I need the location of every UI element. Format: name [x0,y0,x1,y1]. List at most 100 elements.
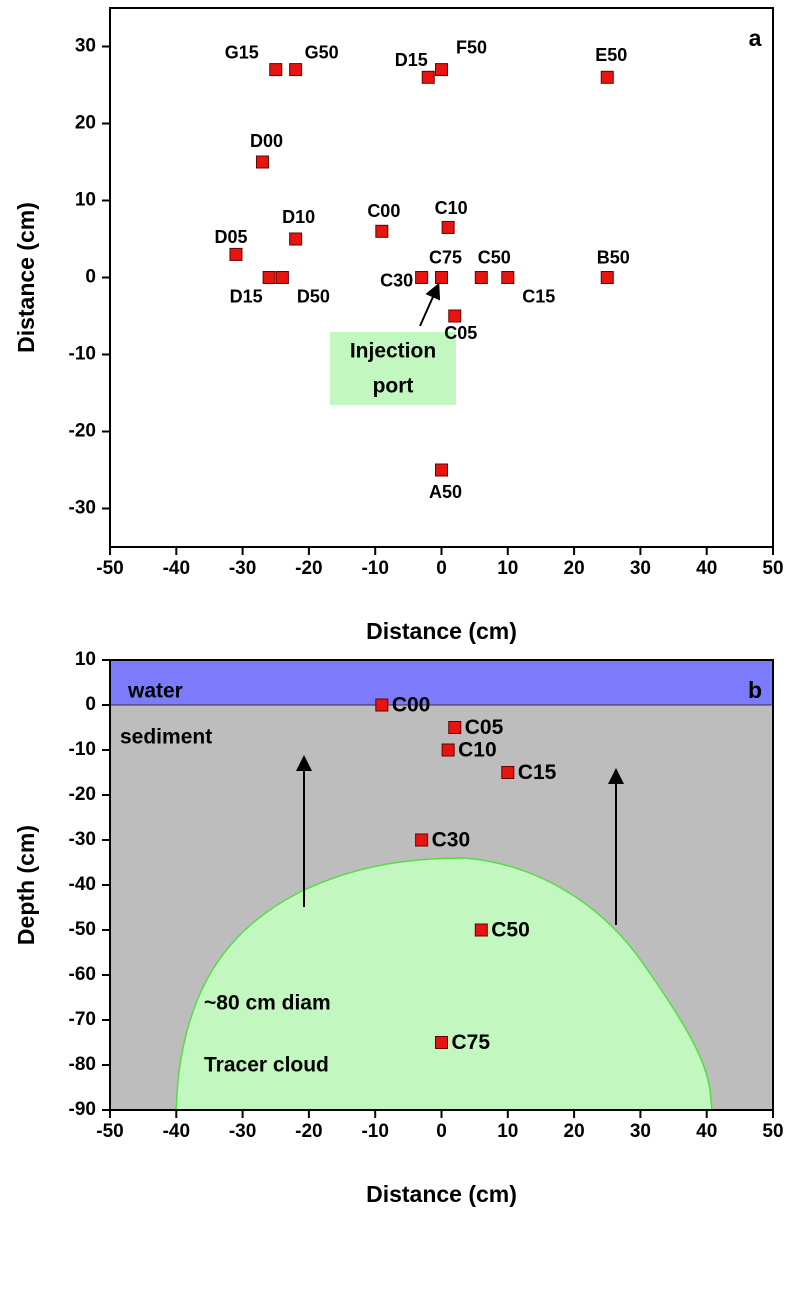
y-axis-title: Depth (cm) [13,825,39,945]
point [449,722,461,734]
x-tick-label: 20 [564,558,585,579]
x-tick-label: 10 [497,1121,518,1142]
x-tick-label: 10 [497,558,518,579]
water-region [110,660,773,705]
x-tick-label: -40 [163,1121,190,1142]
annotation: Injection [350,340,436,363]
x-tick-label: -20 [295,558,322,579]
point-label: F50 [456,37,487,57]
point-label: C05 [465,716,504,739]
point [475,924,487,936]
point [502,272,514,284]
y-axis-title: Distance (cm) [13,202,39,353]
point-label: C15 [522,286,555,306]
point-label: C30 [432,829,471,852]
point [442,744,454,756]
point-label: D15 [230,286,263,306]
y-tick-label: 20 [75,113,96,134]
point [436,1037,448,1049]
point-label: A50 [429,482,462,502]
y-tick-label: -20 [69,421,96,442]
y-tick-label: -60 [69,964,96,985]
point-label: C30 [380,270,413,290]
annotation: ~80 cm diam [204,992,331,1015]
point-label: E50 [595,45,627,65]
point [290,64,302,76]
panel-label: b [748,677,762,703]
point [449,310,461,322]
annotation: port [373,375,414,398]
point [256,156,268,168]
x-tick-label: 0 [436,1121,447,1142]
x-tick-label: 30 [630,558,651,579]
point [502,767,514,779]
point-label: C75 [452,1031,491,1054]
x-tick-label: 50 [762,1121,783,1142]
y-tick-label: -10 [69,739,96,760]
y-tick-label: -50 [69,919,96,940]
x-tick-label: -30 [229,558,256,579]
point [436,64,448,76]
x-tick-label: -20 [295,1121,322,1142]
point [230,248,242,260]
point-label: G50 [305,42,339,62]
point-label: D15 [395,50,428,70]
point-label: C75 [429,247,462,267]
point-label: B50 [597,247,630,267]
x-axis-title: Distance (cm) [366,618,517,644]
y-tick-label: 0 [85,694,96,715]
x-tick-label: -10 [361,558,388,579]
x-tick-label: -10 [361,1121,388,1142]
point [290,233,302,245]
point-label: C05 [444,323,477,343]
point-label: C10 [458,739,497,762]
point-label: C15 [518,761,557,784]
y-tick-label: -30 [69,829,96,850]
point-label: C00 [392,694,431,717]
x-tick-label: 30 [630,1121,651,1142]
y-tick-label: -10 [69,344,96,365]
y-tick-label: -20 [69,784,96,805]
arrow [420,290,436,326]
point-label: C50 [491,919,530,942]
point [436,464,448,476]
point [416,272,428,284]
x-tick-label: -50 [96,1121,123,1142]
point [270,64,282,76]
y-tick-label: 10 [75,649,96,670]
annotation: Tracer cloud [204,1054,329,1077]
point [376,225,388,237]
point [475,272,487,284]
point-label: C00 [367,201,400,221]
y-tick-label: 0 [85,267,96,288]
point-label: D00 [250,131,283,151]
y-tick-label: 30 [75,36,96,57]
x-tick-label: -30 [229,1121,256,1142]
point-label: D05 [214,227,247,247]
point [416,834,428,846]
point [601,71,613,83]
region-label: water [127,680,183,703]
x-tick-label: 20 [564,1121,585,1142]
y-tick-label: -80 [69,1054,96,1075]
x-tick-label: -50 [96,558,123,579]
x-tick-label: 40 [696,558,717,579]
point [601,272,613,284]
point [376,699,388,711]
x-tick-label: 0 [436,558,447,579]
point [422,71,434,83]
point [442,221,454,233]
x-tick-label: 50 [762,558,783,579]
region-label: sediment [120,726,212,749]
point-label: D10 [282,207,315,227]
y-tick-label: 10 [75,190,96,211]
point [436,272,448,284]
chart: Injectionporta-50-40-30-20-1001020304050… [0,0,798,1302]
point-label: G15 [225,42,259,62]
point [276,272,288,284]
point-label: C50 [478,247,511,267]
y-tick-label: -70 [69,1009,96,1030]
x-axis-title: Distance (cm) [366,1181,517,1207]
point-label: D50 [297,286,330,306]
y-tick-label: -40 [69,874,96,895]
